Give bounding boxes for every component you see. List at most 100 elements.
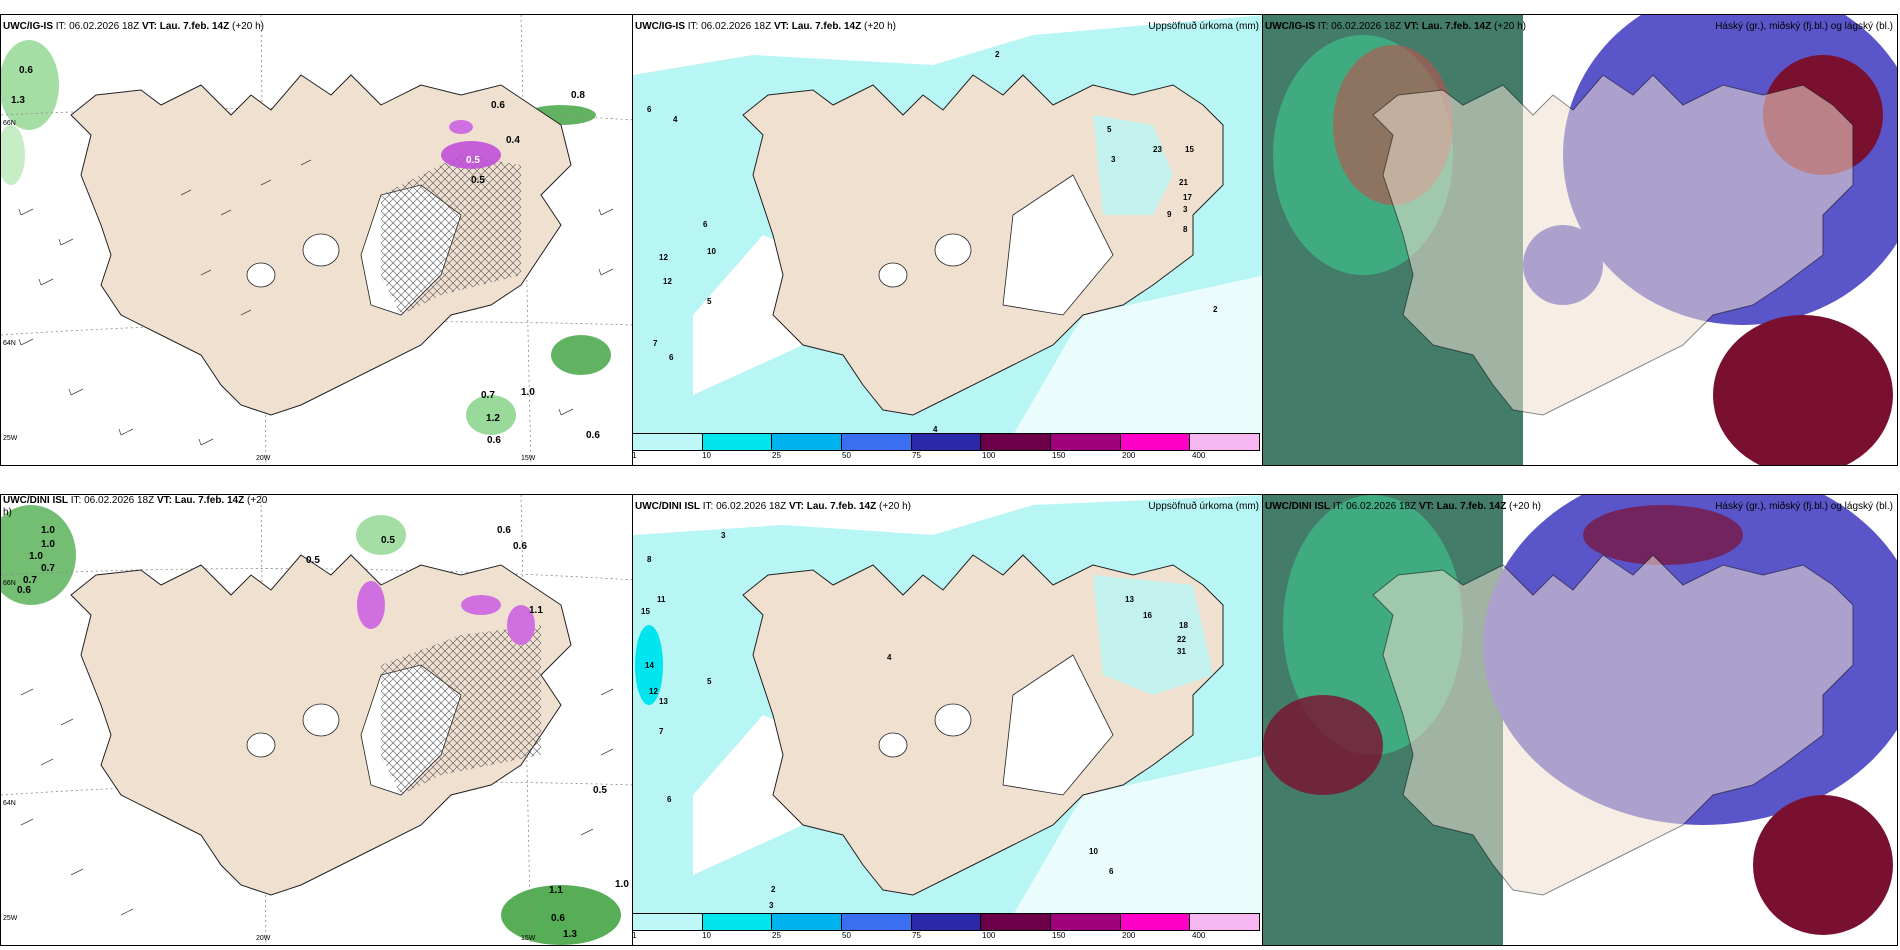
lon-label: 15W (521, 455, 536, 462)
colorbar-seg (981, 434, 1052, 450)
lon-label: 20W (256, 935, 271, 942)
value-label: 1.3 (11, 95, 25, 106)
value-label: 6 (703, 220, 708, 229)
colorbar-label: 10 (702, 931, 711, 940)
precip-colorbar (632, 913, 1260, 931)
cloud-map (1263, 15, 1897, 465)
panel-title: UWC/IG-IS IT: 06.02.2026 18Z VT: Lau. 7.… (3, 21, 264, 32)
panel-title: UWC/DINI ISL IT: 06.02.2026 18Z VT: Lau.… (3, 495, 268, 518)
value-label: 2 (1213, 305, 1218, 314)
field-caption: Uppsöfnuð úrkoma (mm) (1148, 21, 1259, 32)
value-label: 0.8 (571, 90, 585, 101)
wind-map (1, 495, 633, 945)
value-label: 0.5 (593, 785, 607, 796)
colorbar-label: 50 (842, 451, 851, 460)
colorbar-label: 1 (632, 931, 637, 940)
colorbar-label: 25 (772, 451, 781, 460)
value-label: 0.6 (491, 100, 505, 111)
value-label: 0.5 (466, 155, 480, 166)
value-label: 11 (657, 595, 666, 604)
value-label: 31 (1177, 647, 1186, 656)
value-label: 8 (1183, 225, 1188, 234)
value-label: 0.7 (481, 390, 495, 401)
colorbar-label: 400 (1192, 451, 1206, 460)
colorbar-label: 75 (912, 451, 921, 460)
colorbar-seg (842, 434, 912, 450)
value-label: 10 (1089, 847, 1098, 856)
precip-map (633, 15, 1263, 465)
value-label: 6 (669, 353, 674, 362)
value-label: 0.4 (506, 135, 520, 146)
colorbar-label: 200 (1122, 451, 1136, 460)
colorbar-label: 400 (1192, 931, 1206, 940)
value-label: 15 (641, 607, 650, 616)
value-label: 13 (1125, 595, 1134, 604)
panel-cloud-ig-is: UWC/IG-IS IT: 06.02.2026 18Z VT: Lau. 7.… (1262, 14, 1898, 466)
panel-precip-ig-is: UWC/IG-IS IT: 06.02.2026 18Z VT: Lau. 7.… (632, 14, 1264, 466)
panel-cloud-dini: UWC/DINI ISL IT: 06.02.2026 18Z VT: Lau.… (1262, 494, 1898, 946)
lon-label: 20W (256, 455, 271, 462)
panel-wind-ig-is: UWC/IG-IS IT: 06.02.2026 18Z VT: Lau. 7.… (0, 14, 634, 466)
value-label: 21 (1179, 178, 1188, 187)
value-label: 0.6 (17, 585, 31, 596)
colorbar-label: 50 (842, 931, 851, 940)
value-label: 1.0 (521, 387, 535, 398)
value-label: 1.2 (486, 413, 500, 424)
lat-label: 64N (3, 800, 16, 807)
lat-label: 64N (3, 340, 16, 347)
colorbar-seg (911, 914, 982, 930)
value-label: 12 (649, 687, 658, 696)
colorbar-label: 150 (1052, 931, 1066, 940)
panel-wind-dini: UWC/DINI ISL IT: 06.02.2026 18Z VT: Lau.… (0, 494, 634, 946)
value-label: 10 (707, 247, 716, 256)
value-label: 13 (659, 697, 668, 706)
colorbar-label: 25 (772, 931, 781, 940)
value-label: 3 (769, 901, 774, 910)
value-label: 2 (771, 885, 776, 894)
value-label: 3 (1111, 155, 1116, 164)
colorbar-seg (702, 434, 773, 450)
colorbar-label: 100 (982, 931, 996, 940)
value-label: 12 (663, 277, 672, 286)
value-label: 1.3 (563, 929, 577, 940)
value-label: 0.5 (471, 175, 485, 186)
value-label: 1.0 (41, 525, 55, 536)
precip-colorbar (632, 433, 1260, 451)
value-label: 0.6 (497, 525, 511, 536)
colorbar-seg (772, 434, 843, 450)
value-label: 0.5 (306, 555, 320, 566)
field-caption: Háský (gr.), miðský (fj.bl.) og lágský (… (1715, 501, 1893, 512)
value-label: 4 (933, 425, 938, 434)
cloud-map (1263, 495, 1897, 945)
colorbar-label: 10 (702, 451, 711, 460)
value-label: 7 (659, 727, 664, 736)
iceland-land (1372, 74, 1854, 416)
value-label: 0.7 (41, 563, 55, 574)
value-label: 6 (1109, 867, 1114, 876)
value-label: 22 (1177, 635, 1186, 644)
value-label: 1.1 (529, 605, 543, 616)
value-label: 1.0 (29, 551, 43, 562)
value-label: 4 (887, 653, 892, 662)
colorbar-labels: 1 10 25 50 75 100 150 200 400 (632, 451, 1260, 463)
colorbar-label: 150 (1052, 451, 1066, 460)
colorbar-seg (772, 914, 843, 930)
colorbar-label: 75 (912, 931, 921, 940)
value-label: 5 (707, 677, 712, 686)
value-label: 3 (721, 531, 726, 540)
panel-title: UWC/DINI ISL IT: 06.02.2026 18Z VT: Lau.… (635, 501, 911, 512)
panel-title: UWC/IG-IS IT: 06.02.2026 18Z VT: Lau. 7.… (635, 21, 896, 32)
value-label: 8 (647, 555, 652, 564)
value-label: 1.0 (41, 539, 55, 550)
value-label: 18 (1179, 621, 1188, 630)
value-label: 0.6 (19, 65, 33, 76)
colorbar-seg (1190, 914, 1260, 930)
panel-title: UWC/DINI ISL IT: 06.02.2026 18Z VT: Lau.… (1265, 501, 1541, 512)
field-caption: Uppsöfnuð úrkoma (mm) (1148, 501, 1259, 512)
precip-patch (1, 40, 59, 130)
colorbar-seg (1051, 914, 1121, 930)
colorbar-labels: 1 10 25 50 75 100 150 200 400 (632, 931, 1260, 943)
value-label: 12 (659, 253, 668, 262)
value-label: 5 (707, 297, 712, 306)
precip-patch (1, 125, 25, 185)
